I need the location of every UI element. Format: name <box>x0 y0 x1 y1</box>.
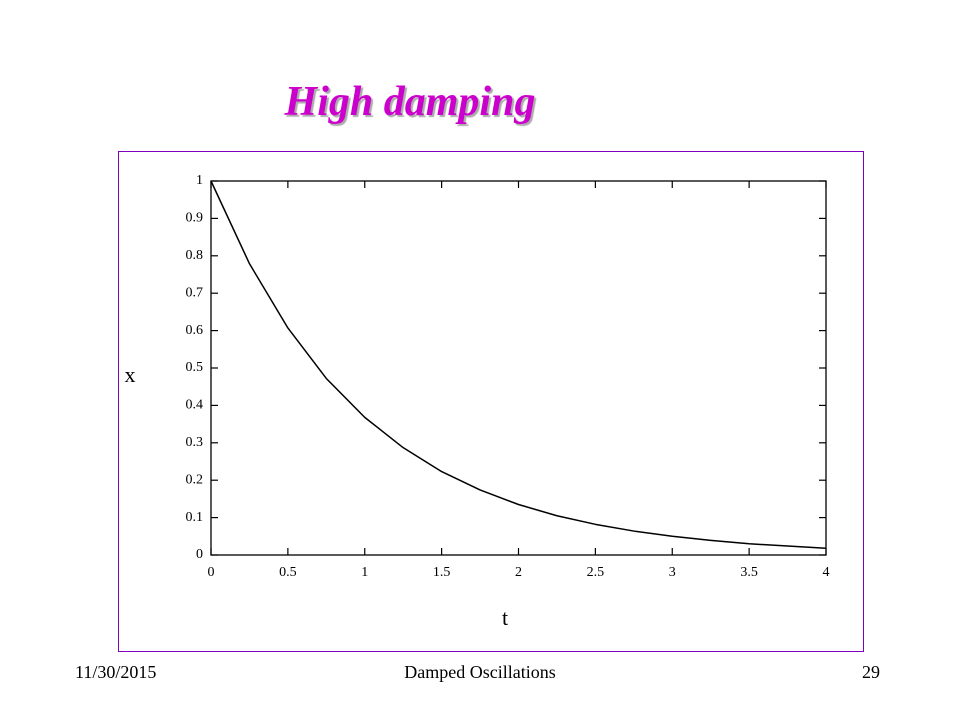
y-tick-label: 0.3 <box>186 435 204 450</box>
y-axis-label: x <box>125 362 136 387</box>
y-tick-label: 0.6 <box>186 323 204 338</box>
plot-area <box>210 180 827 556</box>
data-line <box>210 180 827 550</box>
footer-page: 29 <box>862 662 880 682</box>
y-tick-label: 0.7 <box>186 285 204 300</box>
x-axis-label: t <box>502 605 508 630</box>
y-tick-label: 0 <box>196 547 203 562</box>
y-tick-label: 0.4 <box>186 398 204 413</box>
x-tick-label: 1 <box>361 565 368 580</box>
y-tick-label: 0.2 <box>186 472 204 487</box>
y-tick-label: 0.5 <box>186 360 204 375</box>
y-tick-label: 0.8 <box>186 248 204 263</box>
y-tick-label: 0.9 <box>186 211 204 226</box>
slide-title: High damping <box>284 79 536 125</box>
chart-frame <box>118 151 864 652</box>
y-tick-label: 0.1 <box>186 510 204 525</box>
x-tick-label: 0 <box>208 565 215 580</box>
x-tick-label: 3.5 <box>740 565 758 580</box>
x-tick-label: 3 <box>669 565 676 580</box>
x-tick-label: 2.5 <box>587 565 605 580</box>
y-tick-label: 1 <box>196 173 203 188</box>
footer-title: Damped Oscillations <box>404 662 556 682</box>
x-tick-label: 4 <box>823 565 830 580</box>
footer-date: 11/30/2015 <box>75 662 157 682</box>
x-tick-label: 2 <box>515 565 522 580</box>
x-tick-label: 1.5 <box>433 565 451 580</box>
x-tick-label: 0.5 <box>279 565 297 580</box>
